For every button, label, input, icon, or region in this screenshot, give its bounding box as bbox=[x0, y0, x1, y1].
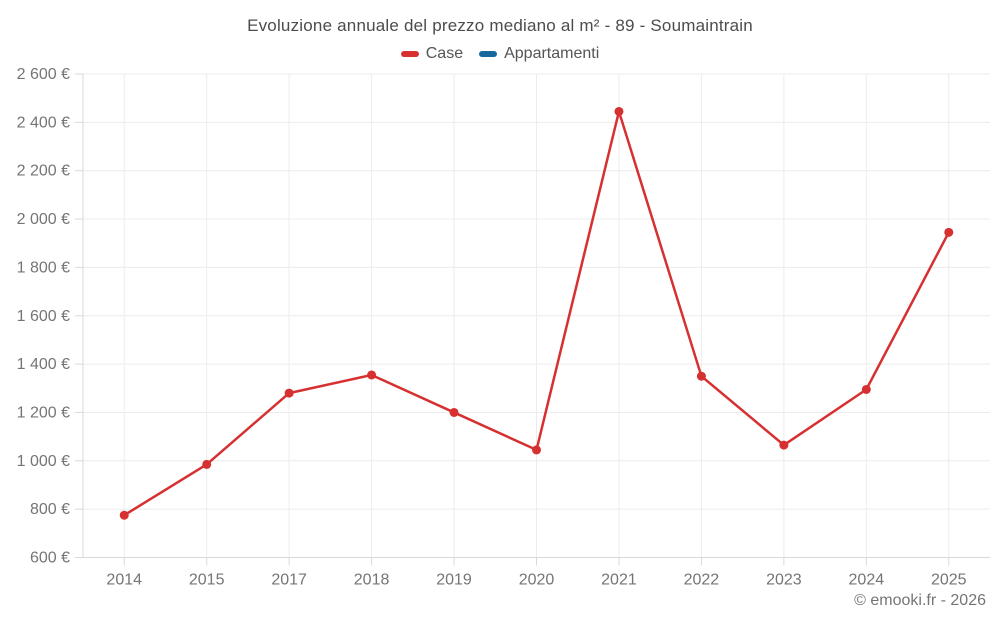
x-axis-label: 2020 bbox=[519, 572, 555, 589]
y-axis-label: 2 400 € bbox=[17, 114, 70, 131]
data-point-case-2025[interactable] bbox=[944, 227, 954, 237]
y-axis-label: 2 200 € bbox=[17, 163, 70, 180]
x-axis-label: 2019 bbox=[436, 572, 472, 589]
data-point-case-2015[interactable] bbox=[202, 459, 212, 469]
chart-title: Evoluzione annuale del prezzo mediano al… bbox=[247, 16, 753, 35]
legend-label: Case bbox=[425, 45, 464, 62]
data-point-case-2019[interactable] bbox=[449, 407, 459, 417]
data-point-case-2020[interactable] bbox=[532, 445, 541, 455]
copyright-label: © emooki.fr - 2026 bbox=[854, 592, 986, 609]
x-axis-label: 2024 bbox=[849, 572, 885, 589]
y-axis-label: 600 € bbox=[30, 550, 70, 567]
x-axis-label: 2017 bbox=[271, 572, 307, 589]
data-point-case-2014[interactable] bbox=[119, 510, 129, 520]
legend-item-case[interactable]: Case bbox=[400, 45, 464, 63]
y-axis-label: 2 600 € bbox=[17, 66, 70, 83]
data-point-case-2022[interactable] bbox=[696, 371, 706, 381]
legend-swatch-case bbox=[400, 51, 419, 57]
y-axis-label: 1 000 € bbox=[17, 453, 70, 470]
y-axis-label: 2 000 € bbox=[17, 211, 70, 228]
y-axis-label: 1 200 € bbox=[17, 404, 70, 421]
x-axis-label: 2022 bbox=[684, 572, 720, 589]
data-point-case-2018[interactable] bbox=[367, 370, 377, 380]
chart-legend: Case Appartamenti bbox=[0, 45, 1000, 63]
legend-label: Appartamenti bbox=[504, 45, 600, 62]
data-point-case-2021[interactable] bbox=[614, 106, 624, 116]
data-point-case-2017[interactable] bbox=[284, 388, 294, 398]
y-axis-label: 1 600 € bbox=[17, 308, 70, 325]
x-axis-label: 2014 bbox=[106, 572, 142, 589]
data-point-case-2023[interactable] bbox=[779, 440, 789, 450]
y-axis-label: 1 800 € bbox=[17, 259, 70, 276]
x-axis-label: 2023 bbox=[766, 572, 802, 589]
x-axis-label: 2015 bbox=[189, 572, 225, 589]
x-axis-label: 2025 bbox=[931, 572, 967, 589]
x-axis-label: 2018 bbox=[354, 572, 390, 589]
y-axis-label: 800 € bbox=[30, 501, 70, 518]
x-axis-label: 2021 bbox=[601, 572, 637, 589]
legend-item-appartamenti[interactable]: Appartamenti bbox=[479, 45, 599, 63]
y-axis-label: 1 400 € bbox=[17, 356, 70, 373]
data-point-case-2024[interactable] bbox=[861, 384, 871, 394]
legend-swatch-appartamenti bbox=[479, 51, 498, 57]
